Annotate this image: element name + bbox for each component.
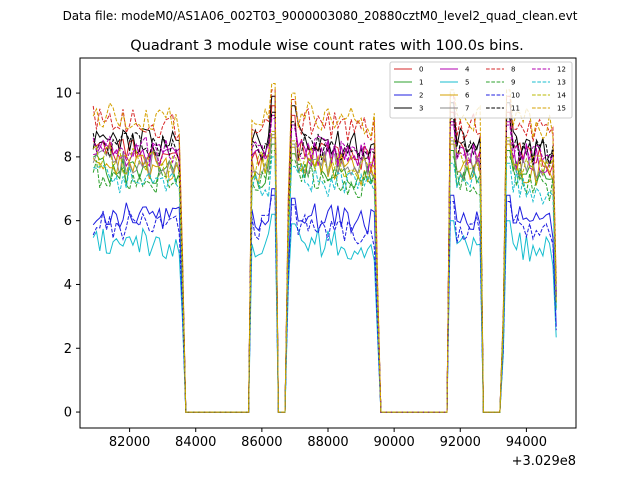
series-layer xyxy=(92,83,557,413)
series-line-module-11 xyxy=(92,111,557,413)
series-line-module-2 xyxy=(92,188,557,413)
legend-label-module-5: 5 xyxy=(465,79,469,87)
x-tick-label: 88000 xyxy=(307,435,348,450)
legend-label-module-8: 8 xyxy=(511,66,515,74)
x-tick-label: 94000 xyxy=(506,435,547,450)
chart-suptitle: Data file: modeM0/AS1A06_002T03_90000030… xyxy=(63,9,578,23)
series-line-module-9 xyxy=(92,150,557,413)
series-line-module-5 xyxy=(92,213,557,413)
y-tick-label: 10 xyxy=(55,87,72,102)
series-line-module-14 xyxy=(92,130,557,413)
legend-label-module-12: 12 xyxy=(557,66,566,74)
series-line-module-13 xyxy=(93,156,557,413)
x-tick-label: 84000 xyxy=(175,435,216,450)
legend-label-module-15: 15 xyxy=(557,105,566,113)
x-tick-label: 86000 xyxy=(241,435,282,450)
legend-label-module-4: 4 xyxy=(465,66,470,74)
chart-title: Quadrant 3 module wise count rates with … xyxy=(130,38,524,54)
legend-label-module-13: 13 xyxy=(557,79,566,87)
plot-area xyxy=(79,57,577,429)
x-tick-label: 90000 xyxy=(373,435,414,450)
y-tick-label: 2 xyxy=(64,342,72,357)
legend-label-module-14: 14 xyxy=(557,92,566,100)
legend-label-module-9: 9 xyxy=(511,79,515,87)
x-tick-label: 82000 xyxy=(109,435,150,450)
x-offset-label: +3.029e8 xyxy=(512,454,576,469)
legend-label-module-6: 6 xyxy=(465,92,470,100)
legend-frame xyxy=(389,61,573,119)
legend-label-module-1: 1 xyxy=(419,79,423,87)
y-tick-label: 0 xyxy=(64,406,72,421)
x-tick-label: 92000 xyxy=(440,435,481,450)
series-line-module-7 xyxy=(92,134,557,413)
legend-label-module-3: 3 xyxy=(419,105,423,113)
y-tick-label: 4 xyxy=(64,278,72,293)
legend-label-module-11: 11 xyxy=(511,105,520,113)
series-line-module-10 xyxy=(92,194,557,413)
series-line-module-12 xyxy=(92,118,557,413)
legend-label-module-2: 2 xyxy=(419,92,423,100)
series-line-module-1 xyxy=(92,143,557,413)
y-tick-label: 8 xyxy=(64,150,72,165)
legend-label-module-0: 0 xyxy=(419,66,423,74)
x-axis: 82000 84000 86000 88000 90000 92000 94000 xyxy=(109,428,547,450)
y-tick-label: 6 xyxy=(64,214,72,229)
legend-label-module-7: 7 xyxy=(465,105,469,113)
y-axis: 0 2 4 6 8 10 xyxy=(55,87,80,421)
legend-label-module-10: 10 xyxy=(511,92,520,100)
